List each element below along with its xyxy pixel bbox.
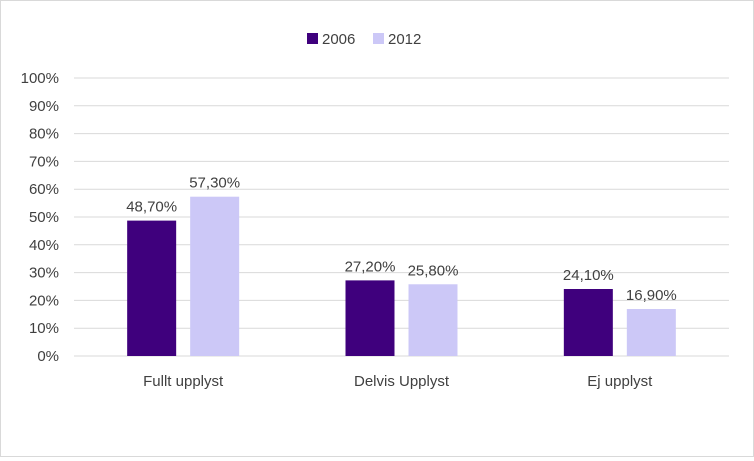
- y-tick-label: 50%: [29, 209, 59, 226]
- bar-2006-1: [345, 280, 395, 356]
- legend-swatch-2006: [307, 33, 318, 44]
- x-tick-label: Ej upplyst: [587, 373, 653, 390]
- bar-2006-0: [127, 220, 177, 356]
- y-tick-label: 60%: [29, 181, 59, 198]
- data-label: 27,20%: [345, 258, 396, 275]
- x-tick-label: Delvis Upplyst: [354, 373, 450, 390]
- gridlines: [74, 77, 729, 357]
- bar-2006-2: [563, 289, 613, 356]
- legend-label: 2006: [322, 31, 355, 48]
- x-tick-label: Fullt upplyst: [143, 373, 224, 390]
- y-tick-label: 0%: [37, 348, 59, 365]
- y-tick-label: 20%: [29, 292, 59, 309]
- bar-2012-0: [190, 196, 240, 356]
- y-tick-label: 10%: [29, 320, 59, 337]
- y-tick-label: 100%: [21, 70, 59, 87]
- y-tick-label: 30%: [29, 265, 59, 282]
- data-label: 57,30%: [189, 175, 240, 192]
- data-label: 24,10%: [563, 267, 614, 284]
- legend-swatch-2012: [373, 33, 384, 44]
- y-axis-ticks: 0% 10% 20% 30% 40% 50% 60% 70% 80% 90% 100%: [21, 70, 59, 365]
- data-label: 25,80%: [408, 262, 459, 279]
- y-tick-label: 70%: [29, 153, 59, 170]
- bar-2012-2: [626, 309, 676, 356]
- y-tick-label: 40%: [29, 237, 59, 254]
- data-label: 48,70%: [126, 199, 177, 216]
- x-axis-ticks: Fullt upplyst Delvis Upplyst Ej upplyst: [143, 373, 653, 390]
- data-labels: 48,70% 57,30% 27,20% 25,80% 24,10% 16,90%: [126, 175, 677, 304]
- bars: [127, 196, 676, 356]
- legend-label: 2012: [388, 31, 421, 48]
- bar-2012-1: [408, 284, 458, 356]
- data-label: 16,90%: [626, 287, 677, 304]
- y-tick-label: 90%: [29, 98, 59, 115]
- legend: 2006 2012: [307, 31, 421, 48]
- y-tick-label: 80%: [29, 126, 59, 143]
